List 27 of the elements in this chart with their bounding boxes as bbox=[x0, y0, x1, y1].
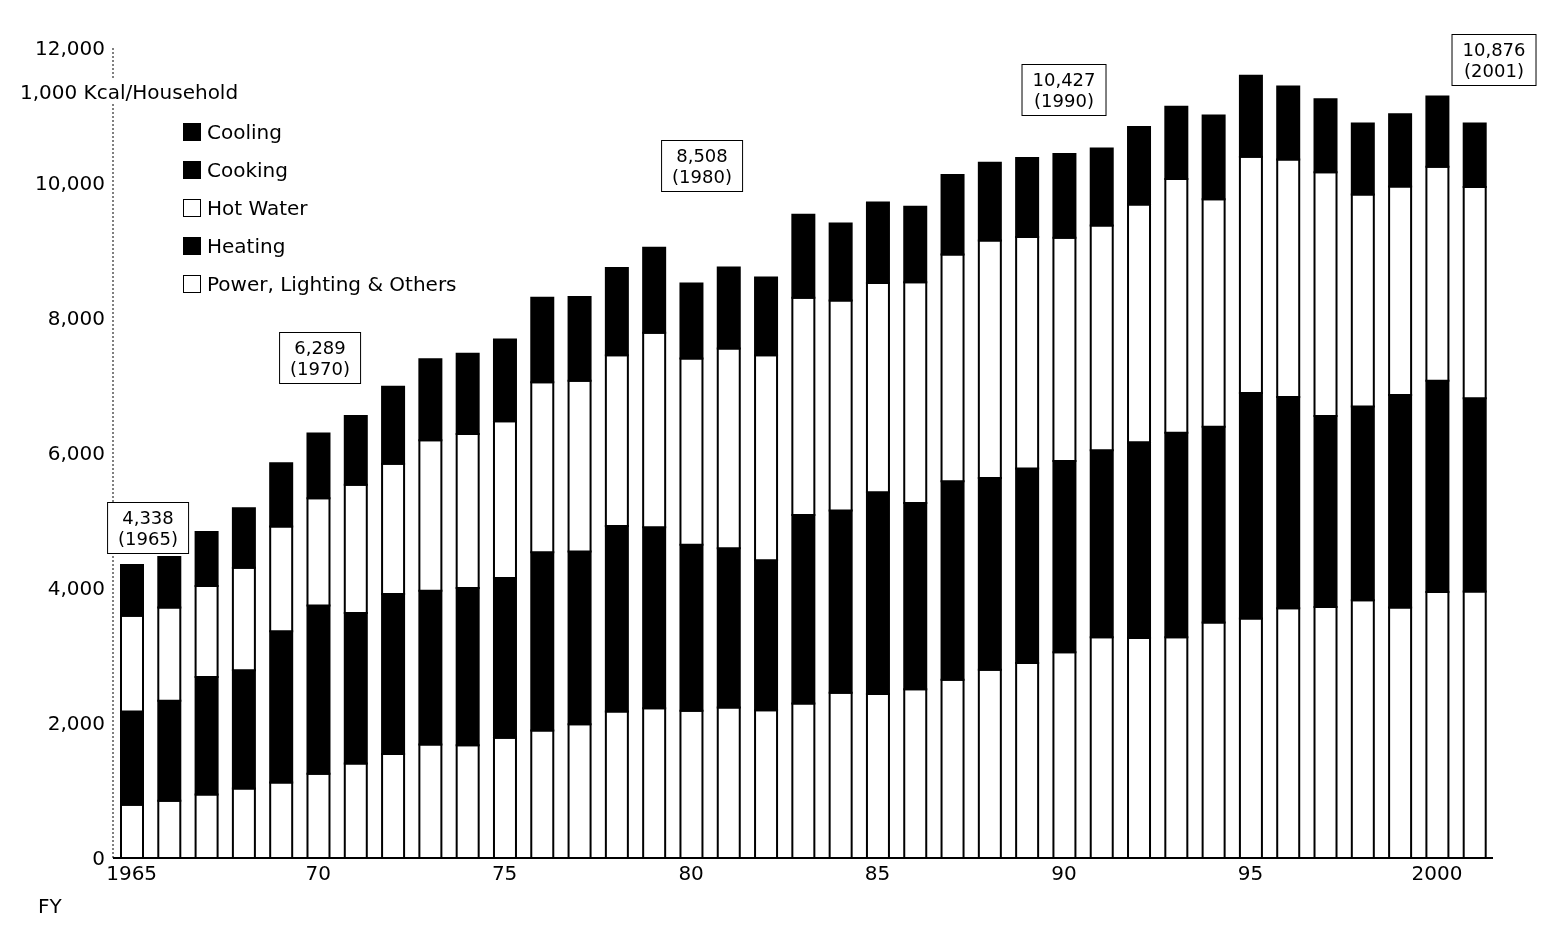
legend-label: Heating bbox=[207, 233, 286, 260]
y-tick-label: 6,000 bbox=[47, 441, 105, 466]
y-tick-label: 4,000 bbox=[47, 576, 105, 601]
x-tick-label: 85 bbox=[864, 861, 891, 886]
x-tick-label: 1965 bbox=[106, 861, 158, 886]
legend-label: Cooling bbox=[207, 119, 282, 146]
annotation: 6,289 (1970) bbox=[279, 332, 361, 384]
y-tick-label: 8,000 bbox=[47, 306, 105, 331]
x-tick-label: 75 bbox=[491, 861, 518, 886]
y-tick-label: 12,000 bbox=[35, 36, 105, 61]
legend-label: Cooking bbox=[207, 157, 288, 184]
y-tick-label: 10,000 bbox=[35, 171, 105, 196]
legend-label: Power, Lighting & Others bbox=[207, 271, 457, 298]
x-tick-label: 2000 bbox=[1411, 861, 1463, 886]
y-tick-label: 2,000 bbox=[47, 711, 105, 736]
annotation: 10,427 (1990) bbox=[1021, 64, 1107, 116]
annotation: 8,508 (1980) bbox=[661, 140, 743, 192]
x-tick-label: 80 bbox=[678, 861, 704, 886]
x-tick-label: 95 bbox=[1237, 861, 1264, 886]
x-tick-label: 70 bbox=[305, 861, 331, 886]
y-tick-label: 0 bbox=[92, 846, 105, 871]
legend-label: Hot Water bbox=[207, 195, 308, 222]
annotation: 4,338 (1965) bbox=[107, 502, 189, 554]
x-axis-title: FY bbox=[38, 894, 62, 918]
x-tick-label: 90 bbox=[1051, 861, 1077, 886]
y-axis-title: 1,000 Kcal/Household bbox=[20, 80, 239, 104]
annotation: 10,876 (2001) bbox=[1451, 34, 1537, 86]
